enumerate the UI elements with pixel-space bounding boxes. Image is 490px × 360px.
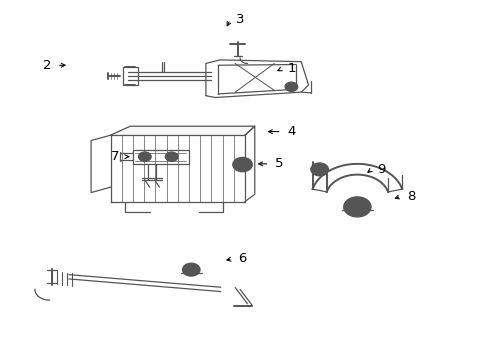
Circle shape [182, 263, 200, 276]
Circle shape [289, 85, 294, 89]
Text: 6: 6 [238, 252, 247, 265]
Bar [133, 150, 189, 163]
Text: 2: 2 [43, 59, 51, 72]
Circle shape [139, 152, 151, 161]
Circle shape [165, 152, 178, 161]
Circle shape [315, 166, 324, 172]
Text: 1: 1 [287, 62, 295, 75]
Text: 8: 8 [407, 190, 416, 203]
Circle shape [349, 201, 365, 213]
Bar [123, 67, 138, 85]
Circle shape [187, 266, 196, 273]
Circle shape [233, 157, 252, 172]
Circle shape [142, 154, 148, 159]
Circle shape [343, 197, 371, 217]
Circle shape [169, 154, 174, 159]
Polygon shape [111, 126, 255, 135]
Circle shape [285, 82, 298, 91]
Text: 3: 3 [236, 13, 245, 26]
Text: 7: 7 [111, 150, 120, 163]
Circle shape [311, 163, 328, 176]
Text: 9: 9 [378, 163, 386, 176]
Circle shape [238, 161, 247, 168]
Text: 5: 5 [275, 157, 283, 170]
Text: 4: 4 [287, 125, 295, 138]
